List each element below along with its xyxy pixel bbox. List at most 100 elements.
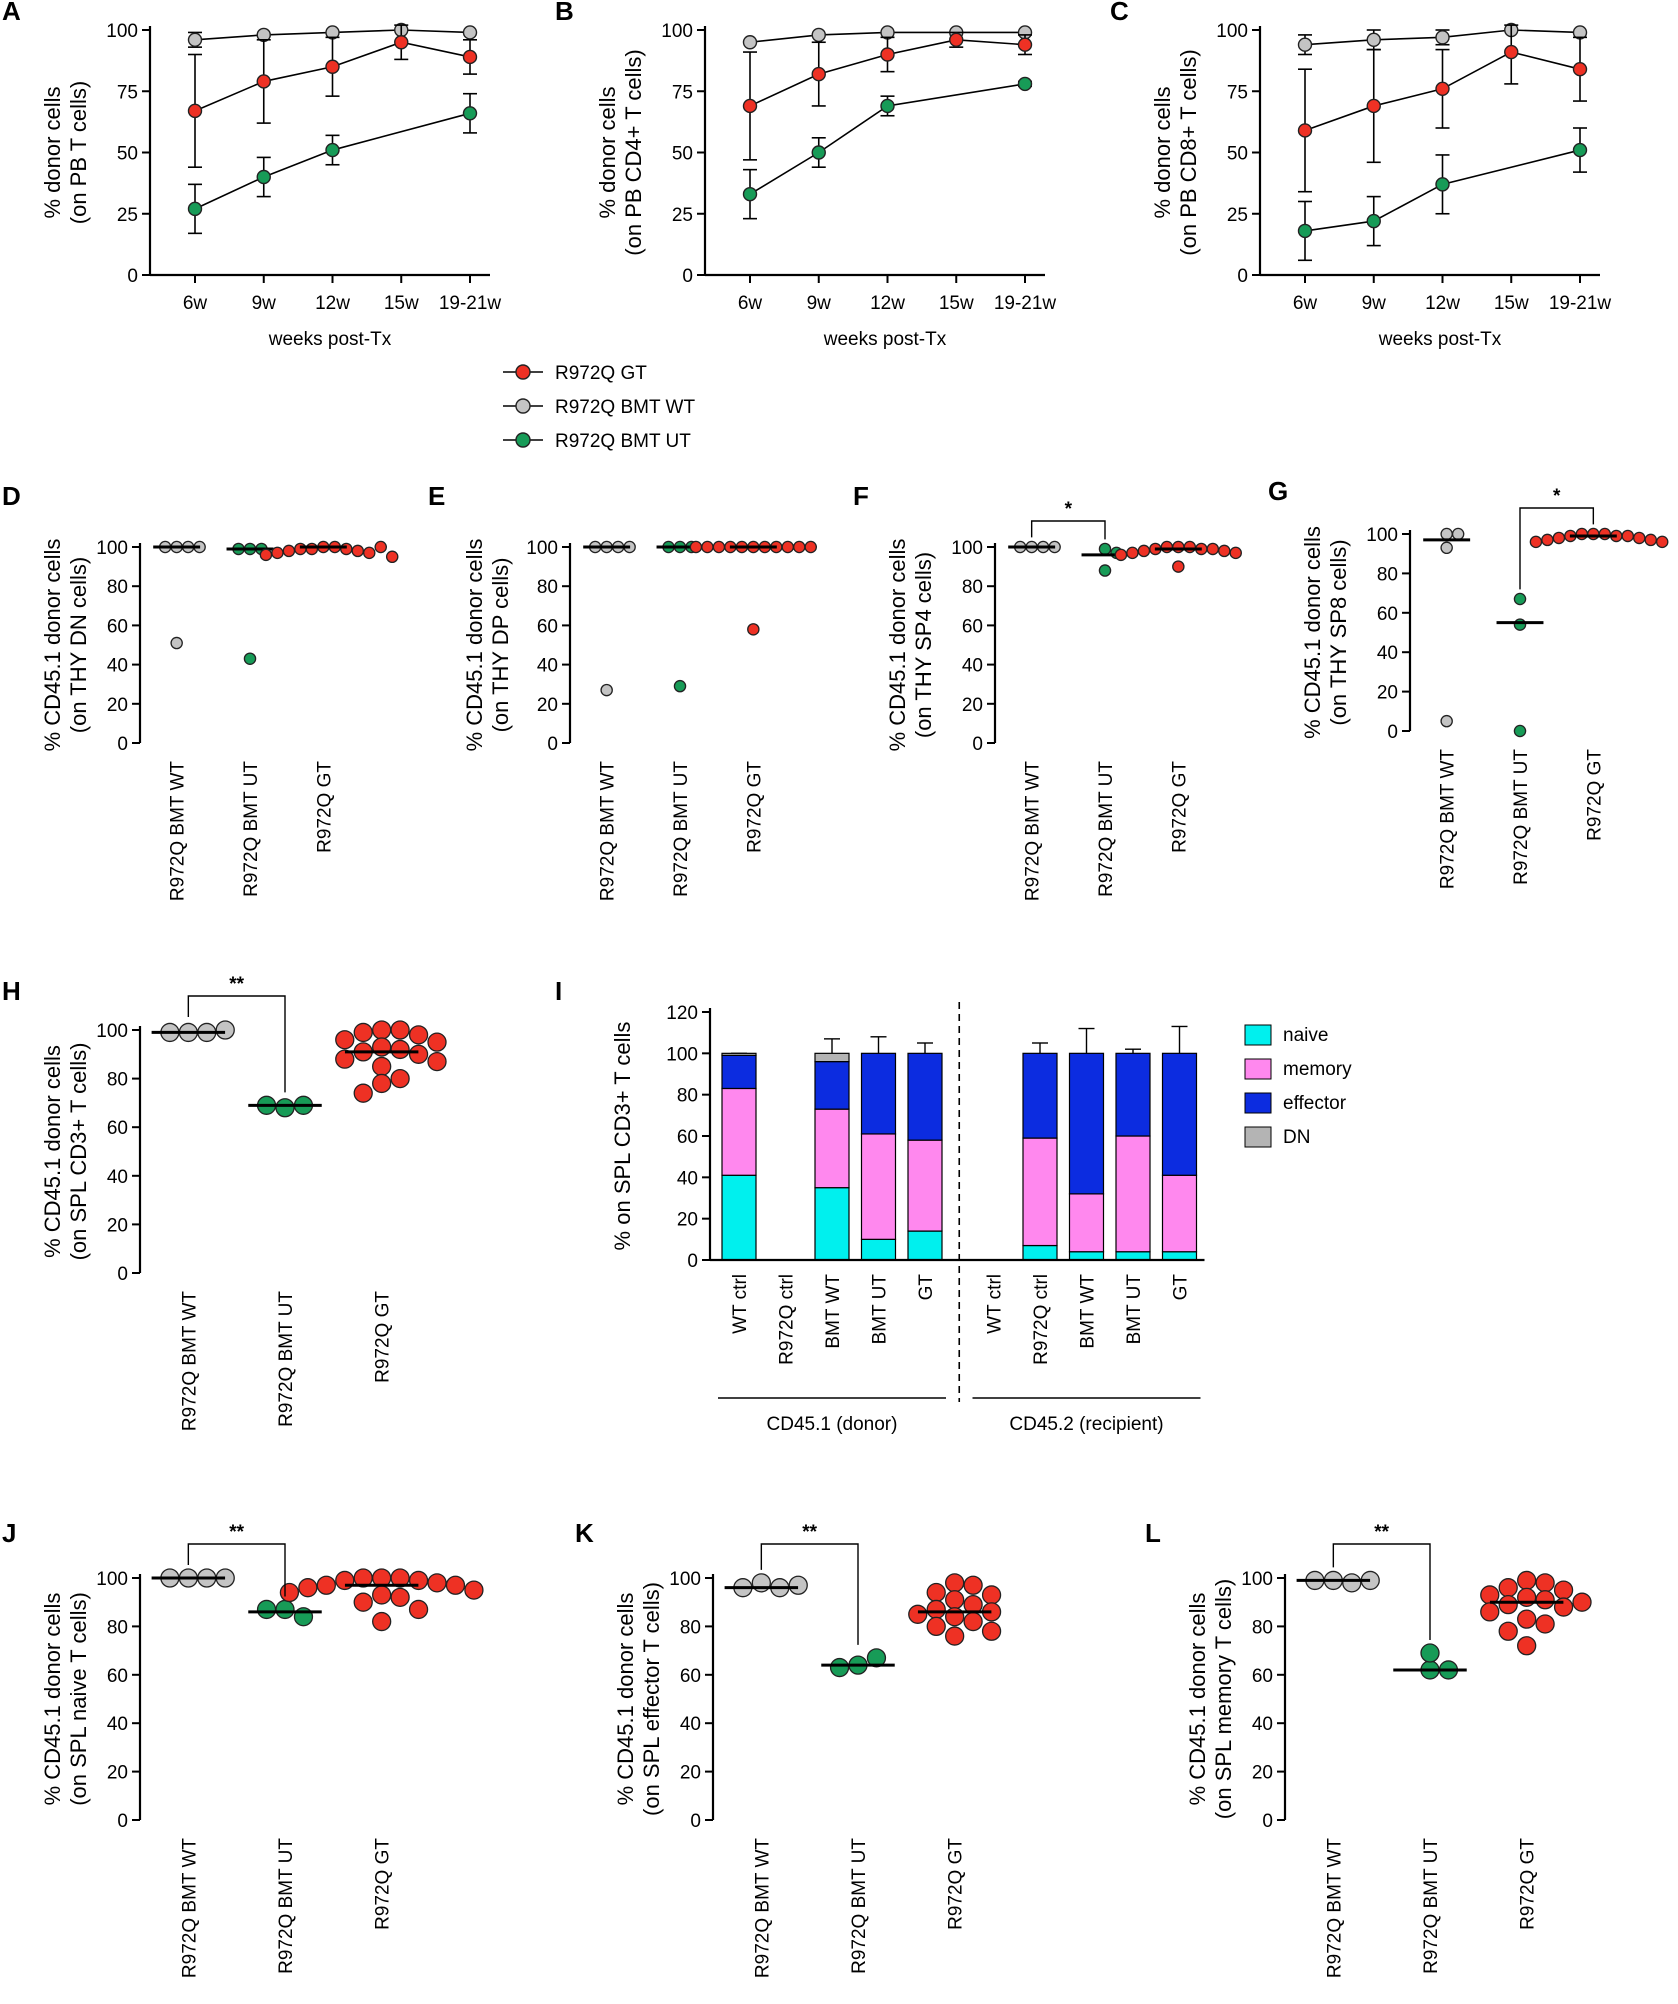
x-tick-label: R972Q GT <box>946 1838 967 1930</box>
data-point <box>282 544 296 558</box>
bar-naive <box>1022 1244 1058 1261</box>
data-point <box>1513 618 1527 631</box>
y-tick-label: 120 <box>666 1003 698 1024</box>
x-tick-label: WT ctrl <box>985 1274 1006 1334</box>
data-point <box>353 1022 373 1043</box>
y-axis-title-line: % CD45.1 donor cells <box>40 1045 65 1258</box>
x-tick-label: 12w <box>1425 293 1460 314</box>
data-point <box>385 550 399 564</box>
data-point <box>340 542 353 556</box>
data-point <box>335 1030 355 1050</box>
data-point <box>1420 1643 1440 1663</box>
significance-label: ** <box>229 974 244 995</box>
y-axis-title: % donor cells(on PB CD8+ T cells) <box>1150 49 1201 255</box>
data-point <box>279 1582 300 1603</box>
data-point <box>305 542 319 556</box>
data-point <box>1017 76 1033 92</box>
panel-A: A 0 25 50 75 100 6w 9w 12w 15w 19-21w weeks post-Tx… <box>2 0 501 350</box>
data-point <box>701 540 714 554</box>
y-axis-title-line: (on PB CD4+ T cells) <box>621 49 646 255</box>
x-tick-label: 15w <box>1494 293 1529 314</box>
data-point <box>294 542 307 556</box>
data-point <box>187 201 203 217</box>
y-tick-label: 20 <box>537 695 558 716</box>
data-point <box>811 66 826 82</box>
legend-marker <box>515 364 531 380</box>
data-point <box>1517 1636 1537 1656</box>
y-tick-label: 0 <box>547 734 558 755</box>
legend-label: R972Q BMT UT <box>555 431 691 452</box>
y-axis-title-line: % CD45.1 donor cells <box>40 539 65 752</box>
data-point <box>1633 531 1646 545</box>
y-axis-title: % CD45.1 donor cells(on THY DP cells) <box>462 539 513 752</box>
y-axis-title: % CD45.1 donor cells(on SPL effector T c… <box>613 1582 664 1816</box>
data-point <box>866 1648 887 1668</box>
data-point <box>1535 1573 1555 1593</box>
data-point <box>187 32 203 47</box>
data-point <box>372 1073 392 1094</box>
y-axis-title-line: (on SPL memory T cells) <box>1211 1579 1236 1819</box>
data-point <box>1114 548 1128 562</box>
y-tick-label: 20 <box>1252 1763 1273 1784</box>
y-tick-label: 40 <box>680 1714 701 1735</box>
data-point <box>926 1582 946 1603</box>
y-axis-title-line: % CD45.1 donor cells <box>1185 1593 1210 1806</box>
y-tick-label: 100 <box>1366 525 1398 546</box>
data-point <box>1435 81 1450 97</box>
y-tick-label: 100 <box>661 21 693 42</box>
series-line <box>1304 149 1581 232</box>
x-tick-label: R972Q GT <box>1169 761 1190 853</box>
data-point <box>1342 1573 1362 1593</box>
y-tick-label: 0 <box>1387 722 1398 743</box>
data-point <box>689 540 703 554</box>
data-point <box>788 1575 808 1595</box>
data-point <box>1587 527 1600 541</box>
bar-naive <box>1115 1251 1151 1261</box>
x-tick-label: R972Q BMT WT <box>598 761 619 901</box>
bar-DN <box>721 1052 757 1057</box>
data-point <box>742 35 758 50</box>
data-point <box>271 546 284 560</box>
data-point <box>829 1657 850 1678</box>
x-tick-label: 19-21w <box>994 293 1057 314</box>
x-tick-label: R972Q BMT UT <box>276 1838 297 1974</box>
y-tick-label: 50 <box>672 144 693 165</box>
data-point <box>1498 1621 1518 1641</box>
y-tick-label: 20 <box>1377 683 1398 704</box>
x-axis-title: weeks post-Tx <box>1378 329 1502 350</box>
data-point <box>981 1621 1002 1641</box>
y-tick-label: 0 <box>972 734 983 755</box>
y-tick-label: 0 <box>117 1811 128 1832</box>
x-tick-label: 9w <box>252 293 277 314</box>
panel-B: B 0 25 50 75 100 6w 9w 12w 15w 19-21w weeks post-Tx… <box>555 0 1056 350</box>
data-point <box>1297 223 1313 239</box>
x-tick-label: R972Q BMT UT <box>1096 761 1117 897</box>
bar-DN <box>814 1052 850 1063</box>
y-tick-label: 100 <box>96 1569 128 1590</box>
data-point <box>390 1068 410 1089</box>
bar-memory <box>1161 1174 1198 1253</box>
data-point <box>981 1585 1002 1605</box>
panel-letter: J <box>2 1518 16 1548</box>
x-tick-label: R972Q BMT WT <box>168 761 189 901</box>
series-line <box>194 112 471 210</box>
data-point <box>1098 542 1112 556</box>
data-point <box>1218 544 1231 558</box>
y-axis-title-line: % on SPL CD3+ T cells <box>610 1022 635 1251</box>
y-tick-label: 80 <box>1252 1617 1273 1638</box>
data-point <box>372 1611 392 1632</box>
data-point <box>880 98 895 114</box>
data-point <box>390 1020 410 1040</box>
data-point <box>804 540 817 554</box>
data-point <box>781 540 795 554</box>
y-axis-title: % donor cells(on PB T cells) <box>40 81 91 224</box>
x-tick-label: BMT UT <box>870 1274 891 1345</box>
x-tick-label: R972Q GT <box>373 1291 394 1383</box>
x-tick-label: 19-21w <box>439 293 502 314</box>
significance-label: * <box>1553 486 1561 507</box>
data-point <box>427 1032 447 1052</box>
x-tick-label: GT <box>1171 1274 1192 1301</box>
bar-naive <box>814 1187 850 1261</box>
legend-swatch-DN <box>1244 1126 1272 1148</box>
